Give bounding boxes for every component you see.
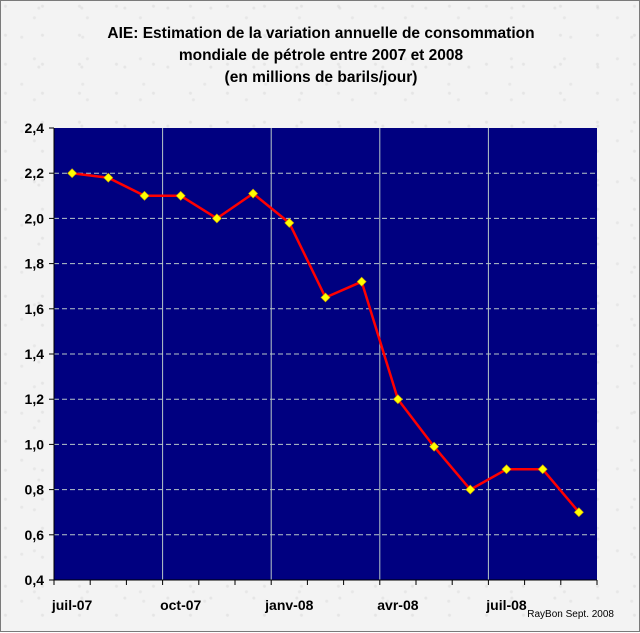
y-tick-label: 1,6 xyxy=(25,301,45,317)
y-tick-label: 2,4 xyxy=(25,120,45,136)
y-tick-label: 0,6 xyxy=(25,527,45,543)
y-tick-label: 1,0 xyxy=(25,436,45,452)
x-axis-tick-labels: juil-07 oct-07 janv-08 avr-08 juil-08 xyxy=(51,597,527,613)
data-point-marker xyxy=(67,168,78,179)
chart-credit: RayBon Sept. 2008 xyxy=(527,609,614,620)
y-tick-label: 1,8 xyxy=(25,256,45,272)
chart-title-line-3: (en millions de barils/jour) xyxy=(225,69,418,86)
y-axis-tick-labels: 0,4 0,6 0,8 1,0 1,2 1,4 1,6 1,8 2,0 2,2 2,4 xyxy=(25,120,45,588)
y-tick-label: 1,2 xyxy=(25,391,45,407)
chart-title-line-2: mondiale de pétrole entre 2007 et 2008 xyxy=(179,47,464,64)
y-tick-label: 2,2 xyxy=(25,165,45,181)
data-point-marker xyxy=(175,190,186,201)
x-tick-label: avr-08 xyxy=(377,597,418,613)
chart-title: AIE: Estimation de la variation annuelle… xyxy=(107,25,534,86)
data-point-marker xyxy=(211,213,222,224)
x-tick-label: juil-07 xyxy=(51,597,93,613)
grid-lines xyxy=(54,128,597,580)
data-point-marker xyxy=(320,292,331,303)
x-tick-label: janv-08 xyxy=(264,597,313,613)
data-point-marker xyxy=(139,190,150,201)
data-point-marker xyxy=(501,464,512,475)
series-markers xyxy=(67,168,584,518)
x-tick-label: oct-07 xyxy=(160,597,201,613)
data-point-marker xyxy=(103,172,114,183)
y-tick-label: 2,0 xyxy=(25,210,45,226)
data-point-marker xyxy=(573,507,584,518)
data-point-marker xyxy=(429,441,440,452)
chart-title-line-1: AIE: Estimation de la variation annuelle… xyxy=(107,25,534,42)
y-tick-label: 0,4 xyxy=(25,572,45,588)
data-point-marker xyxy=(537,464,548,475)
data-point-marker xyxy=(248,188,259,199)
data-point-marker xyxy=(356,276,367,287)
data-point-marker xyxy=(284,217,295,228)
data-point-marker xyxy=(392,394,403,405)
data-point-marker xyxy=(465,484,476,495)
y-tick-label: 0,8 xyxy=(25,482,45,498)
axes xyxy=(49,127,598,585)
y-tick-label: 1,4 xyxy=(25,346,45,362)
x-tick-label: juil-08 xyxy=(485,597,527,613)
